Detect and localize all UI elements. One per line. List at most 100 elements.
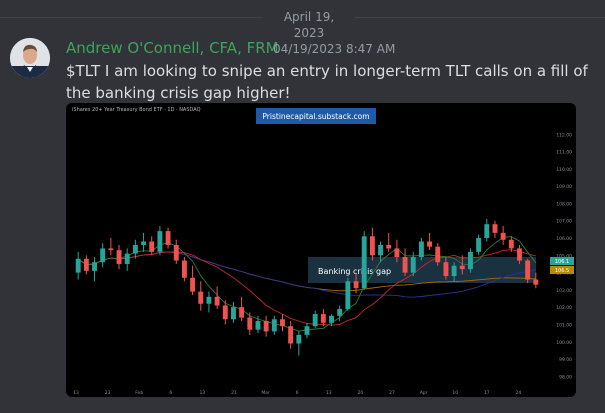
x-tick-label: Apr [420,390,428,396]
candle-body [92,262,97,271]
y-tick-label: 106.00 [556,236,572,242]
candle-body [198,291,204,304]
gap-zone [308,257,536,283]
x-tick-label: 24 [516,390,522,396]
candle-body [353,281,359,289]
candle-body [263,321,269,332]
y-tick-label: 107.00 [556,219,572,225]
y-tick-label: 101.00 [556,322,572,328]
candle-body [271,319,277,332]
candle-body [247,317,253,330]
x-tick-label: 23 [105,390,111,396]
candle-body [508,239,514,249]
price-label-badge [550,266,574,274]
chart-attachment[interactable]: iShares 20+ Year Treasury Bond ETF · 1D … [66,103,576,397]
candle-body [451,265,457,277]
candle-body [239,307,245,318]
candle-body [525,260,531,280]
candle-body [410,257,416,273]
price-label-text: 106.1 [555,259,569,265]
candle-body [402,257,408,273]
x-tick-label: 6 [296,390,299,396]
candle-body [149,241,155,252]
candle-body [304,326,310,335]
candle-body [157,231,163,252]
candle-body [418,241,424,258]
candle-body [255,321,261,330]
y-tick-label: 102.00 [556,305,572,311]
candle-body [492,224,498,233]
x-tick-label: 6 [169,390,172,396]
y-tick-label: 112.00 [556,132,572,138]
x-tick-label: Feb [135,390,143,396]
candle-body [296,334,302,344]
x-tick-label: 20 [358,390,364,396]
message-text: $TLT I am looking to snipe an entry in l… [66,62,588,102]
candle-body [337,308,343,316]
tlt-candlestick-chart: iShares 20+ Year Treasury Bond ETF · 1D … [72,107,574,396]
author-name[interactable]: Andrew O'Connell, CFA, FRM [66,39,279,57]
candle-body [190,277,196,292]
candle-body [75,258,81,273]
candle-body [427,241,433,247]
gap-annotation: Banking crisis gap [318,267,391,276]
candle-body [500,232,506,240]
candle-body [476,238,482,252]
y-tick-label: 100.00 [556,340,572,346]
x-tick-label: 13 [200,390,206,396]
x-tick-label: 13 [73,390,79,396]
candle-body [280,319,285,327]
chart-header: iShares 20+ Year Treasury Bond ETF · 1D … [72,107,201,113]
candle-body [361,236,367,289]
candle-body [206,296,212,304]
avatar-image [10,38,50,78]
candle-body [517,248,522,261]
candle-body [484,224,490,239]
x-tick-label: 10 [452,390,458,396]
ma-fast-line [77,236,537,332]
y-tick-label: 105.00 [556,253,572,259]
candle-body [141,241,147,245]
candle-body [108,248,114,251]
candle-body [288,326,294,344]
y-tick-label: 103.00 [556,288,572,294]
candle-body [394,248,400,258]
candle-body [100,248,106,263]
candle-body [83,258,89,271]
x-tick-label: 13 [326,390,332,396]
candle-body [533,279,539,285]
candle-body [369,236,375,256]
watermark-text: Pristinecapital.substack.com [262,112,369,121]
y-tick-label: 98.00 [559,374,572,380]
avatar[interactable] [10,38,50,78]
candle-body [124,253,130,264]
candle-body [222,305,228,320]
candle-body [214,296,220,306]
candle-body [378,244,384,256]
price-label-text: 106.5 [555,268,569,274]
y-tick-label: 109.00 [556,184,572,190]
date-divider-label: April 19, 2023 [263,9,355,41]
y-tick-label: 99.00 [559,357,572,363]
candle-body [116,250,122,264]
candle-body [329,315,334,323]
candle-body [345,281,351,309]
candle-body [173,244,179,261]
candle-body [312,314,318,327]
candle-body [467,251,473,270]
candle-body [435,246,441,263]
candle-body [165,231,171,245]
y-tick-label: 108.00 [556,201,572,207]
price-label-badge [550,257,574,265]
candle-body [230,307,236,320]
candle-body [443,262,449,277]
watermark-box [256,108,376,124]
candle-body [132,244,138,254]
x-tick-label: 17 [484,390,490,396]
y-tick-label: 111.00 [556,150,572,156]
candle-body [459,265,465,270]
y-tick-label: 110.00 [556,167,572,173]
candle-body [181,260,187,278]
x-tick-label: Mar [261,390,270,396]
message-timestamp[interactable]: 04/19/2023 8:47 AM [273,42,396,56]
